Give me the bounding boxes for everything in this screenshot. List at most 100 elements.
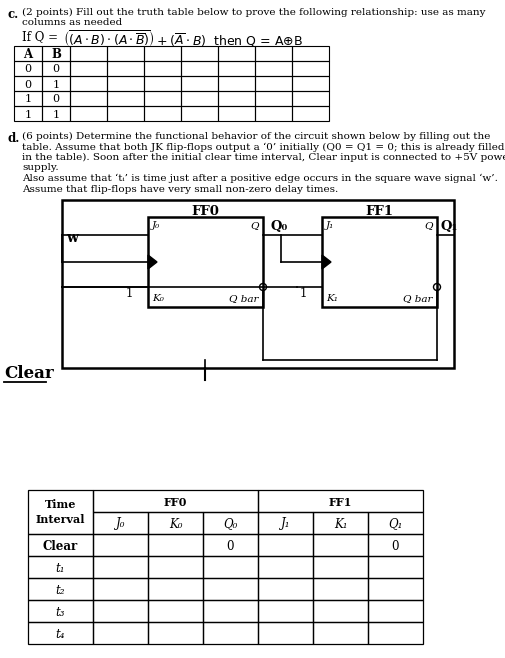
Bar: [147, 534, 203, 556]
Text: 0: 0: [24, 80, 31, 89]
Text: K₀: K₀: [168, 517, 182, 530]
Bar: [255, 91, 291, 106]
Text: A: A: [23, 48, 32, 61]
Bar: [107, 91, 144, 106]
Bar: [93, 512, 147, 534]
Bar: [203, 622, 258, 644]
Text: 0: 0: [226, 540, 234, 553]
Bar: [107, 106, 144, 121]
Text: in the table). Soon after the initial clear time interval, Clear input is connec: in the table). Soon after the initial cl…: [22, 153, 505, 162]
Bar: [181, 76, 218, 91]
Text: 1: 1: [24, 95, 31, 105]
Bar: [313, 578, 367, 600]
Bar: [203, 600, 258, 622]
Text: Also assume that ‘tᵢ’ is time just after a positive edge occurs in the square wa: Also assume that ‘tᵢ’ is time just after…: [22, 174, 497, 184]
Text: Time
Interval: Time Interval: [36, 499, 85, 525]
Bar: [291, 46, 328, 61]
Bar: [218, 61, 255, 76]
Bar: [14, 46, 42, 61]
Bar: [144, 106, 181, 121]
Bar: [258, 578, 313, 600]
Bar: [258, 622, 313, 644]
Bar: [218, 46, 255, 61]
Bar: [291, 76, 328, 91]
Text: 1: 1: [24, 109, 31, 120]
Bar: [321, 217, 436, 307]
Bar: [203, 556, 258, 578]
Text: Assume that flip-flops have very small non-zero delay times.: Assume that flip-flops have very small n…: [22, 184, 337, 193]
Bar: [367, 556, 422, 578]
Text: Clear: Clear: [4, 365, 54, 382]
Text: 1: 1: [299, 287, 307, 300]
Text: 0: 0: [53, 95, 60, 105]
Text: table. Assume that both JK flip-flops output a ‘0’ initially (Q0 = Q1 = 0; this : table. Assume that both JK flip-flops ou…: [22, 143, 503, 152]
Bar: [313, 600, 367, 622]
Bar: [313, 622, 367, 644]
Bar: [203, 578, 258, 600]
Bar: [147, 217, 263, 307]
Bar: [28, 490, 93, 534]
Text: supply.: supply.: [22, 163, 59, 172]
Text: J₁: J₁: [280, 517, 290, 530]
Bar: [255, 61, 291, 76]
Text: 0: 0: [391, 540, 398, 553]
Text: J₀: J₀: [116, 517, 125, 530]
Bar: [144, 76, 181, 91]
Bar: [147, 512, 203, 534]
Bar: [258, 512, 313, 534]
Polygon shape: [147, 255, 157, 269]
Text: t₁: t₁: [56, 561, 65, 574]
Bar: [42, 91, 70, 106]
Text: K₁: K₁: [325, 294, 337, 303]
Bar: [93, 556, 147, 578]
Bar: [144, 46, 181, 61]
Bar: [93, 578, 147, 600]
Text: K₀: K₀: [152, 294, 164, 303]
Bar: [14, 61, 42, 76]
Bar: [367, 578, 422, 600]
Bar: [181, 61, 218, 76]
Text: FF0: FF0: [191, 205, 219, 218]
Text: FF1: FF1: [328, 497, 351, 507]
Bar: [42, 46, 70, 61]
Bar: [291, 91, 328, 106]
Text: c.: c.: [8, 8, 19, 21]
Text: 1: 1: [53, 80, 60, 89]
Bar: [367, 600, 422, 622]
Text: 1: 1: [53, 109, 60, 120]
Text: 0: 0: [24, 64, 31, 74]
Bar: [70, 76, 107, 91]
Bar: [14, 106, 42, 121]
Bar: [258, 490, 422, 512]
Bar: [218, 91, 255, 106]
Bar: [42, 106, 70, 121]
Bar: [42, 76, 70, 91]
Bar: [93, 600, 147, 622]
Bar: [70, 91, 107, 106]
Bar: [147, 578, 203, 600]
Text: t₃: t₃: [56, 605, 65, 619]
Bar: [70, 46, 107, 61]
Text: (6 points) Determine the functional behavior of the circuit shown below by filli: (6 points) Determine the functional beha…: [22, 132, 489, 141]
Text: Q bar: Q bar: [229, 294, 259, 303]
Text: $\left(\overline{(A \cdot B) \cdot (A \cdot \overline{B})}\right) + (\overline{A: $\left(\overline{(A \cdot B) \cdot (A \c…: [63, 29, 302, 49]
Text: FF1: FF1: [365, 205, 393, 218]
Text: d.: d.: [8, 132, 20, 145]
Bar: [203, 534, 258, 556]
Polygon shape: [321, 255, 330, 269]
Bar: [147, 622, 203, 644]
Text: J₀: J₀: [152, 221, 160, 230]
Bar: [14, 76, 42, 91]
Bar: [367, 622, 422, 644]
Bar: [28, 578, 93, 600]
Text: FF0: FF0: [164, 497, 187, 507]
Text: (2 points) Fill out the truth table below to prove the following relationship: u: (2 points) Fill out the truth table belo…: [22, 8, 484, 17]
Text: Q: Q: [250, 221, 259, 230]
Bar: [70, 106, 107, 121]
Bar: [144, 91, 181, 106]
Bar: [93, 534, 147, 556]
Text: Q₀: Q₀: [223, 517, 237, 530]
Text: Clear: Clear: [43, 540, 78, 553]
Bar: [107, 76, 144, 91]
Bar: [313, 534, 367, 556]
